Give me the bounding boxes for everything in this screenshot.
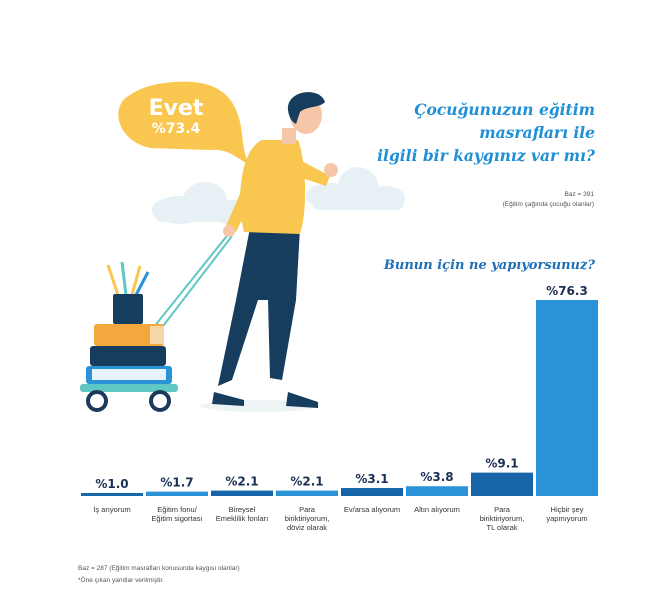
bar-6	[406, 486, 468, 496]
base-note-top: Baz = 391 (Eğitim çağında çocuğu olanlar…	[470, 190, 594, 210]
question-line-2: ilgili bir kaygınız var mı?	[377, 146, 595, 165]
bar-value-label-7: %9.1	[485, 457, 518, 471]
bar-value-label-5: %3.1	[355, 472, 388, 486]
chart-question: Bunun için ne yapıyorsunuz?	[383, 258, 595, 273]
bar-category-label-6: Altın alıyorum	[414, 505, 460, 514]
bar-8	[536, 300, 598, 496]
question-line-1: Çocuğunuzun eğitim masrafları ile	[414, 100, 595, 142]
bubble-value: %73.4	[151, 121, 201, 137]
cloud-left-icon	[152, 182, 254, 224]
person-figure	[212, 92, 338, 408]
bar-category-label-5: Ev/arsa alıyorum	[344, 505, 400, 514]
bar-value-label-6: %3.8	[420, 470, 453, 484]
footer-line-2: *Öne çıkan yanıtlar verilmiştir.	[78, 577, 164, 584]
base-note-top-line-2: (Eğitim çağında çocuğu olanlar)	[502, 201, 594, 208]
cart-icon	[80, 231, 233, 412]
cloud-right-icon	[306, 167, 405, 210]
bar-category-label-7: Para biriktiriyorum, TL olarak	[480, 505, 525, 532]
bar-value-label-1: %1.0	[95, 477, 128, 491]
footer-line-1: Baz = 287 (Eğitim masrafları konusunda k…	[78, 565, 240, 572]
bubble-text: Evet %73.4	[136, 96, 216, 138]
bar-3	[211, 490, 273, 496]
bar-value-label-8: %76.3	[546, 284, 588, 298]
bar-value-label-4: %2.1	[290, 475, 323, 489]
bar-value-label-2: %1.7	[160, 476, 193, 490]
bar-category-label-8: Hiçbir şey yapmıyorum	[546, 505, 587, 523]
bar-7	[471, 472, 533, 496]
bar-1	[81, 493, 143, 496]
base-note-top-line-1: Baz = 391	[564, 191, 594, 198]
bar-category-label-2: Eğitim fonu/Eğitim sigortası	[151, 505, 202, 523]
bar-5	[341, 488, 403, 496]
speech-bubble	[118, 81, 250, 165]
bar-category-label-4: Para biriktiriyorum, döviz olarak	[285, 505, 330, 532]
books-icon	[86, 324, 172, 384]
bar-4	[276, 490, 338, 496]
question-title: Çocuğunuzun eğitim masrafları ile ilgili…	[340, 98, 595, 167]
bar-value-label-3: %2.1	[225, 475, 258, 489]
bar-category-label-3: Bireysel Emeklilik fonları	[216, 505, 269, 523]
bar-2	[146, 491, 208, 496]
footer-notes: Baz = 287 (Eğitim masrafları konusunda k…	[78, 563, 240, 587]
bar-category-label-1: İş arıyorum	[93, 505, 131, 514]
bubble-label: Evet	[148, 96, 204, 121]
pencil-cup-icon	[106, 261, 150, 324]
